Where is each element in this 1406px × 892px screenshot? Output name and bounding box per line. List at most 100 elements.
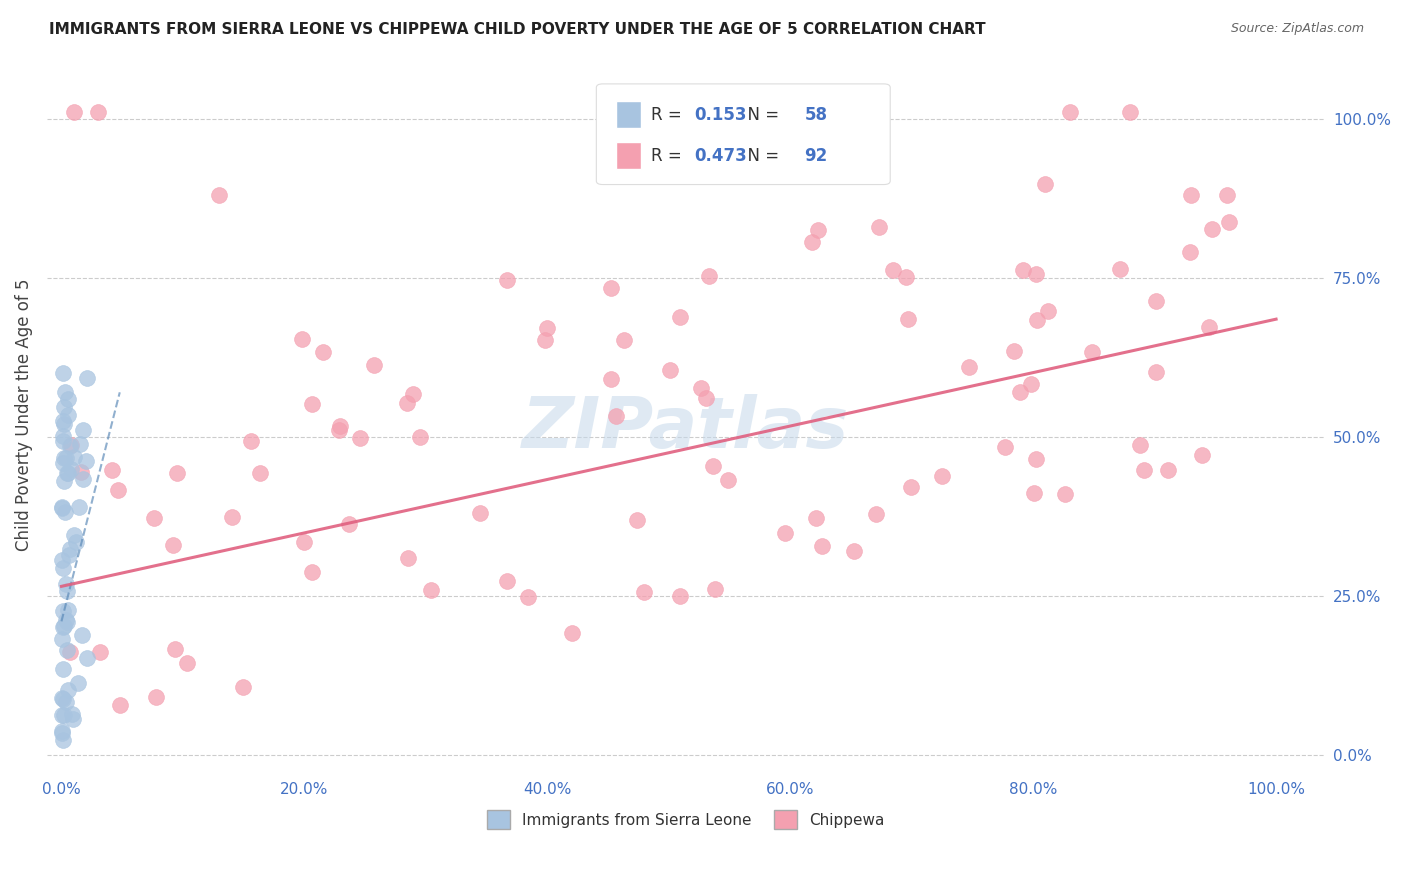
Text: 58: 58 [804,106,828,124]
Point [55,613,77,627]
Point [52,662,75,676]
Point [56,583,79,598]
Text: R =: R = [651,147,688,165]
Point [495,574,517,588]
Point [1059,105,1081,120]
Text: 0.153: 0.153 [695,106,747,124]
Point [659,363,682,377]
Point [1201,222,1223,236]
Point [58,408,80,422]
Point [55,450,77,465]
Point [69,437,91,451]
Point [166,467,188,481]
Point [52,414,75,428]
Point [59,542,82,557]
Point [1025,452,1047,467]
Point [162,538,184,552]
Point [51,691,73,706]
Point [1119,105,1142,120]
Text: N =: N = [737,106,785,124]
Point [60,706,83,721]
Point [897,311,920,326]
Point [101,463,124,477]
Text: 92: 92 [804,147,828,165]
Point [605,409,627,423]
Point [110,698,132,712]
Point [994,440,1017,454]
Point [294,535,316,549]
Point [1053,487,1076,501]
Point [600,372,623,386]
Point [419,583,441,598]
FancyBboxPatch shape [616,101,641,128]
Point [1132,463,1154,477]
Point [145,690,167,704]
Point [51,723,73,738]
Point [1218,215,1240,229]
Point [1008,385,1031,400]
Point [1198,319,1220,334]
Point [807,223,830,237]
Point [76,650,98,665]
Point [67,500,90,515]
Point [1024,485,1046,500]
Point [52,707,75,722]
Point [232,680,254,694]
Point [56,466,79,480]
Point [52,429,75,443]
Point [56,467,79,481]
Point [534,333,557,347]
Point [1216,188,1239,202]
Point [900,480,922,494]
Point [60,461,83,475]
Point [882,263,904,277]
Point [1129,438,1152,452]
Point [55,695,77,709]
Point [52,561,75,575]
FancyBboxPatch shape [616,142,641,169]
Point [72,424,94,438]
Point [55,615,77,630]
Text: Source: ZipAtlas.com: Source: ZipAtlas.com [1230,22,1364,36]
Point [669,589,692,603]
Point [536,321,558,335]
Point [1180,188,1202,202]
Point [957,359,980,374]
Point [52,366,75,380]
Point [702,459,724,474]
Point [717,474,740,488]
Point [221,510,243,524]
Point [59,439,82,453]
Point [62,105,84,120]
Point [695,391,717,405]
Point [328,423,350,437]
Point [301,397,323,411]
Point [55,577,77,591]
Point [1109,262,1132,277]
Point [402,387,425,401]
Point [51,632,73,646]
Point [62,528,84,542]
Point [1038,304,1060,318]
Point [669,310,692,325]
Point [53,505,76,519]
Point [633,585,655,599]
Point [53,401,76,415]
Point [89,645,111,659]
Point [561,626,583,640]
Point [865,507,887,521]
Point [53,385,76,400]
Text: ZIPatlas: ZIPatlas [522,394,849,464]
Point [301,565,323,579]
Point [1081,345,1104,359]
Point [56,683,79,698]
Point [53,475,76,489]
Point [66,675,89,690]
Point [1033,177,1056,191]
Y-axis label: Child Poverty Under the Age of 5: Child Poverty Under the Age of 5 [15,278,32,551]
Point [240,434,263,448]
Point [51,692,73,706]
Point [52,434,75,449]
Point [329,419,352,434]
Point [339,516,361,531]
